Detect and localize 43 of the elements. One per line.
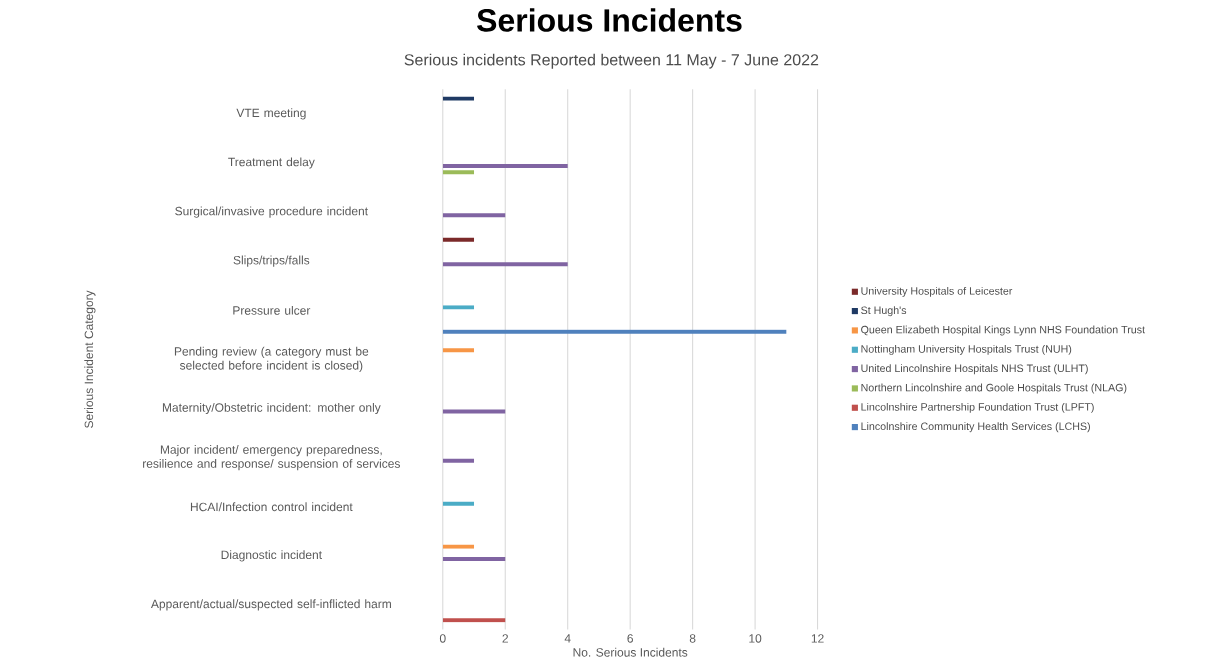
y-tick-label: Apparent/actual/suspected self-inflicted harm — [150, 599, 391, 611]
y-tick-label: HCAI/Infection control incident — [190, 502, 353, 512]
legend-label: Lincolnshire Community Health Services (LCHS) — [861, 422, 1090, 433]
legend-label: St Hugh's — [861, 306, 907, 317]
legend-label: Nottingham University Hospitals Trust (NUH) — [861, 345, 1072, 356]
y-tick-label: Major incident/ emergency preparedness, resilience and response/ suspension of services — [143, 445, 400, 471]
x-tick-label: 6 — [627, 634, 633, 643]
bar — [442, 170, 475, 175]
y-tick-label: Slips/trips/falls — [233, 255, 310, 268]
bar — [442, 409, 506, 414]
bar — [442, 164, 568, 169]
x-tick-label: 0 — [439, 634, 446, 643]
x-tick-label: 12 — [811, 634, 824, 643]
bar — [442, 557, 506, 562]
y-tick-label: Pressure ulcer — [233, 306, 311, 315]
x-tick-label: 8 — [689, 634, 696, 643]
y-tick-label: Surgical/invasive procedure incident — [175, 206, 368, 218]
bar — [442, 348, 475, 353]
y-tick-label: Diagnostic incident — [221, 550, 322, 562]
legend-label: United Lincolnshire Hospitals NHS Trust (ULHT) — [861, 364, 1088, 375]
legend-label: Lincolnshire Partnership Foundation Trust (LPFT) — [861, 403, 1094, 414]
x-tick-label: 10 — [749, 634, 762, 643]
bar — [442, 96, 475, 101]
bar — [442, 213, 506, 218]
y-tick-label: Maternity/Obstetric incident: mother only — [162, 403, 381, 415]
y-axis-title: Serious Incident Category — [84, 290, 96, 429]
y-tick-label: Treatment delay — [228, 157, 315, 169]
bar — [442, 458, 475, 463]
legend-label: Queen Elizabeth Hospital Kings Lynn NHS Foundation Trust — [861, 325, 1145, 336]
legend-label: Northern Lincolnshire and Goole Hospitals Trust (NLAG) — [861, 383, 1127, 394]
x-axis-title: No. Serious Incidents — [573, 648, 688, 657]
legend-label: University Hospitals of Leicester — [861, 287, 1013, 298]
chart-title: Serious Incidents — [477, 8, 742, 32]
bar — [442, 501, 475, 506]
bar — [442, 618, 506, 623]
bar — [442, 330, 787, 335]
bar — [442, 262, 568, 267]
x-tick-label: 4 — [564, 634, 571, 643]
chart-subtitle: Serious incidents Reported between 11 May - 7 June 2022 — [404, 53, 819, 69]
y-tick-label: VTE meeting — [236, 108, 306, 120]
x-tick-label: 2 — [502, 634, 508, 643]
y-tick-label: Pending review (a category must be selected before incident is closed) — [174, 347, 369, 373]
bar — [442, 237, 475, 242]
